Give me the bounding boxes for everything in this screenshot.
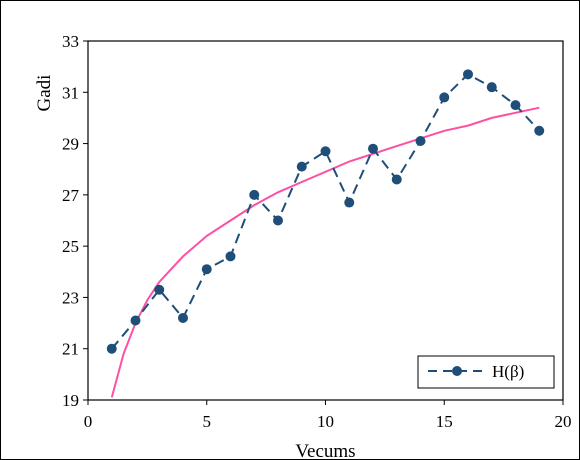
legend-marker (452, 366, 462, 376)
x-tick-label: 20 (555, 412, 572, 431)
y-tick-label: 33 (62, 32, 79, 51)
trendline-path (110, 106, 540, 398)
y-tick-label: 29 (62, 135, 79, 154)
axis-ticks: 0 5 10 15 20 19 21 23 25 27 29 31 33 (62, 32, 572, 431)
x-tick-label: 15 (436, 412, 453, 431)
data-point (344, 197, 355, 208)
data-point (463, 69, 473, 80)
data-point (486, 82, 497, 93)
data-point (130, 315, 141, 326)
data-point (534, 125, 545, 136)
x-axis-title: Vecums (295, 441, 355, 460)
data-point (320, 146, 331, 157)
data-point (225, 251, 236, 262)
x-tick-label: 5 (203, 412, 212, 431)
y-tick-label: 27 (62, 186, 80, 205)
data-point (249, 189, 260, 200)
series-h-beta (106, 69, 545, 354)
data-point (391, 174, 402, 185)
data-point (439, 92, 450, 103)
x-tick-label: 0 (84, 412, 93, 431)
x-tick-label: 10 (317, 412, 334, 431)
data-point (510, 100, 521, 111)
y-tick-label: 19 (62, 391, 79, 410)
trendline (110, 106, 540, 398)
y-tick-label: 25 (62, 237, 79, 256)
data-point (178, 312, 188, 323)
y-axis-title: Gadi (34, 75, 55, 112)
data-point (201, 264, 212, 275)
legend-label: H(β) (492, 362, 524, 381)
data-point (273, 215, 283, 226)
y-tick-label: 21 (62, 340, 79, 359)
y-tick-label: 23 (62, 288, 79, 307)
data-point (415, 136, 426, 147)
legend: H(β) (417, 355, 555, 389)
data-point (368, 143, 378, 154)
data-point (106, 343, 117, 354)
y-tick-label: 31 (62, 83, 79, 102)
legend-box (417, 355, 555, 389)
data-point (154, 284, 165, 295)
data-point (296, 161, 307, 172)
